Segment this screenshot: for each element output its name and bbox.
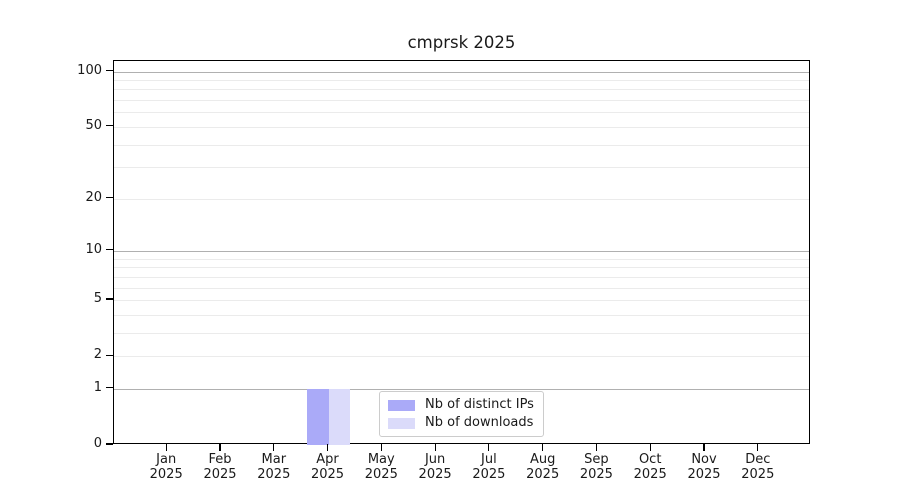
x-tick-7	[488, 444, 490, 451]
x-tick-label-jan-2025: Jan 2025	[149, 452, 183, 482]
x-tick-12	[757, 444, 759, 451]
y-tick-100	[106, 69, 113, 72]
x-tick-label-oct-2025: Oct 2025	[633, 452, 667, 482]
y-tick-label-20: 20	[85, 189, 102, 205]
minor-gridline-20	[114, 198, 809, 200]
legend: Nb of distinct IPs Nb of downloads	[379, 391, 544, 437]
x-tick-6	[434, 444, 436, 451]
y-tick-1	[106, 387, 113, 389]
bar-nb-of-distinct-ips-apr-2025	[307, 388, 329, 445]
minor-gridline-70	[114, 100, 809, 101]
minor-gridline-4	[114, 314, 809, 316]
minor-gridline-50	[114, 126, 809, 128]
y-tick-label-1: 1	[93, 379, 102, 395]
x-tick-label-jun-2025: Jun 2025	[418, 452, 452, 482]
major-gridline-1	[114, 388, 809, 390]
legend-item-nb-of-downloads: Nb of downloads	[388, 416, 534, 430]
x-tick-label-dec-2025: Dec 2025	[741, 452, 775, 482]
x-tick-5	[380, 444, 382, 451]
minor-gridline-60	[114, 112, 809, 114]
x-tick-1	[165, 444, 167, 451]
y-tick-10	[106, 249, 113, 251]
x-tick-10	[649, 444, 651, 451]
x-tick-label-feb-2025: Feb 2025	[203, 452, 237, 482]
y-tick-20	[106, 197, 113, 199]
minor-gridline-3	[114, 332, 809, 334]
minor-gridline-90	[114, 79, 809, 81]
y-tick-label-2: 2	[93, 347, 102, 363]
minor-gridline-9	[114, 258, 809, 260]
minor-gridline-80	[114, 89, 809, 91]
x-tick-label-aug-2025: Aug 2025	[526, 452, 560, 482]
y-tick-label-50: 50	[85, 117, 102, 133]
legend-label: Nb of downloads	[425, 415, 534, 430]
minor-gridline-2	[114, 356, 809, 358]
legend-swatch-icon	[388, 399, 415, 411]
chart-title: cmprsk 2025	[407, 33, 516, 52]
x-tick-label-sep-2025: Sep 2025	[579, 452, 613, 482]
bar-nb-of-downloads-apr-2025	[328, 388, 350, 445]
x-tick-label-may-2025: May 2025	[364, 452, 398, 482]
major-gridline-10	[114, 250, 809, 252]
y-tick-50	[106, 125, 113, 127]
y-tick-label-0: 0	[93, 436, 102, 451]
x-tick-label-mar-2025: Mar 2025	[257, 452, 291, 482]
x-tick-11	[703, 444, 705, 451]
minor-gridline-6	[114, 287, 809, 289]
y-tick-5	[106, 298, 113, 300]
y-tick-label-100: 100	[77, 62, 102, 78]
x-tick-label-apr-2025: Apr 2025	[310, 452, 345, 482]
x-tick-8	[542, 444, 544, 451]
plot-area	[113, 60, 810, 445]
y-tick-label-10: 10	[85, 241, 102, 257]
minor-gridline-7	[114, 276, 809, 278]
x-tick-label-jul-2025: Jul 2025	[472, 452, 506, 482]
x-tick-9	[595, 444, 597, 451]
x-tick-2	[219, 444, 221, 451]
minor-gridline-30	[114, 167, 809, 169]
minor-gridline-40	[114, 144, 809, 146]
x-tick-3	[273, 444, 275, 451]
x-tick-label-nov-2025: Nov 2025	[687, 452, 721, 482]
y-tick-2	[106, 354, 113, 356]
major-gridline-100	[114, 71, 809, 73]
y-tick-label-5: 5	[93, 291, 102, 306]
legend-label: Nb of distinct IPs	[425, 397, 534, 412]
x-tick-4	[326, 444, 329, 451]
y-tick-0	[106, 443, 113, 445]
minor-gridline-5	[114, 300, 809, 301]
minor-gridline-8	[114, 267, 809, 269]
legend-item-nb-of-distinct-ips: Nb of distinct IPs	[388, 398, 534, 412]
legend-swatch-icon	[388, 417, 415, 429]
